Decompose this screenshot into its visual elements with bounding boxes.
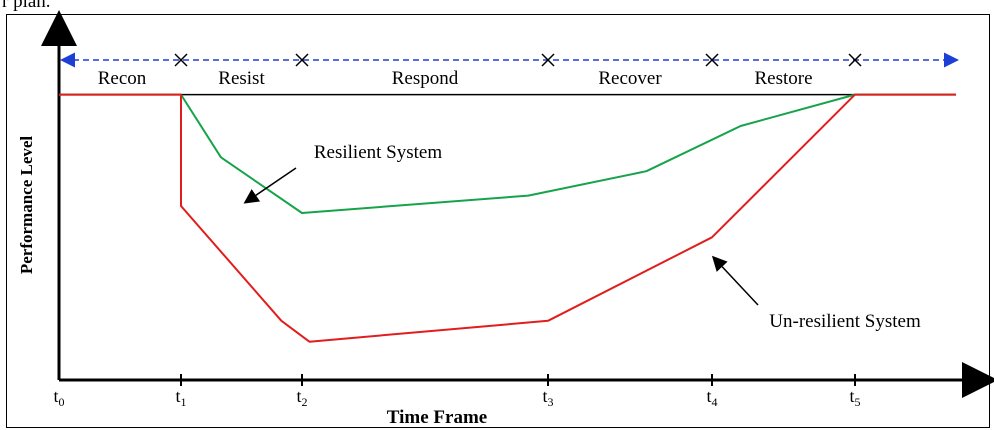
phase-marker-x xyxy=(705,53,719,67)
annotation-resilient-system: Resilient System xyxy=(314,142,442,163)
phase-marker-x xyxy=(848,53,862,67)
phase-marker-x xyxy=(174,53,188,67)
phase-label-recon: Recon xyxy=(98,68,147,89)
annotation-unresilient-system: Un-resilient System xyxy=(769,311,921,332)
annotation-arrow-unresilient xyxy=(711,255,759,306)
x-axis-label: Time Frame xyxy=(387,407,487,428)
x-tick-label: t5 xyxy=(849,386,860,409)
x-tick-label: t3 xyxy=(542,386,553,409)
cropped-caption: r plan. xyxy=(2,0,51,12)
x-tick-label: t1 xyxy=(175,386,186,409)
phase-marker-x xyxy=(295,53,309,67)
figure-frame xyxy=(6,14,990,428)
phase-label-restore: Restore xyxy=(754,68,812,89)
x-tick-label: t2 xyxy=(296,386,307,409)
series-line-resilient xyxy=(59,93,956,214)
phase-label-resist: Resist xyxy=(218,68,265,89)
phase-label-respond: Respond xyxy=(392,68,459,89)
x-tick-label: t4 xyxy=(706,386,717,409)
series-lines xyxy=(59,93,956,343)
x-ticks: t0 t1 t2 t3 t4 t5 xyxy=(53,374,861,409)
annotation-arrow-resilient xyxy=(243,167,297,204)
x-tick-label: t0 xyxy=(53,386,64,409)
phase-labels: Recon Resist Respond Recover Restore xyxy=(98,68,813,89)
y-axis-label: Performance Level xyxy=(17,136,36,275)
phase-markers xyxy=(174,53,862,67)
phase-marker-x xyxy=(541,53,555,67)
phase-label-recover: Recover xyxy=(598,68,662,89)
series-line-unresilient xyxy=(59,93,956,343)
